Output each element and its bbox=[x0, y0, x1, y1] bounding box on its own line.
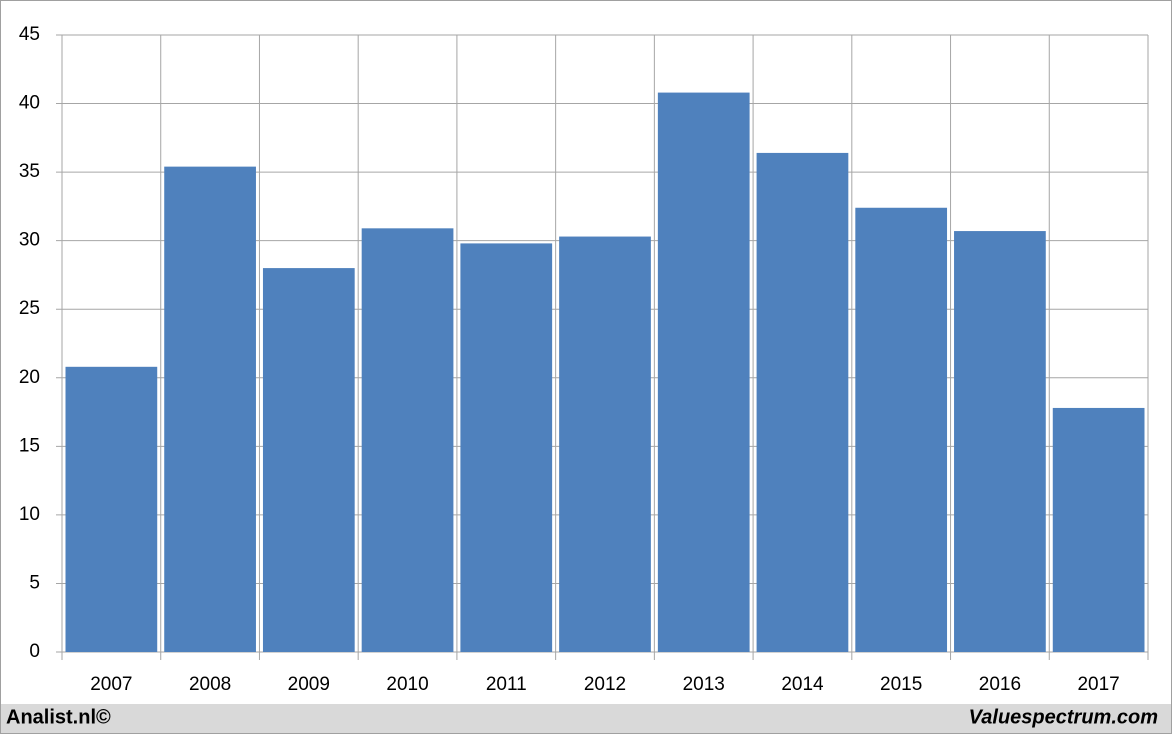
footer-bar bbox=[1, 704, 1171, 733]
bar bbox=[65, 366, 158, 652]
y-tick-label: 25 bbox=[19, 298, 40, 319]
x-tick-label: 2012 bbox=[584, 674, 626, 695]
bar bbox=[559, 236, 651, 652]
y-tick-label: 45 bbox=[19, 24, 40, 45]
y-tick-label: 35 bbox=[19, 161, 40, 182]
bar bbox=[262, 268, 355, 652]
x-tick-label: 2011 bbox=[486, 674, 527, 695]
bar bbox=[756, 152, 849, 652]
bar bbox=[361, 228, 454, 652]
x-tick-label: 2016 bbox=[979, 674, 1021, 695]
x-tick-label: 2013 bbox=[683, 674, 725, 695]
bar bbox=[657, 92, 750, 652]
x-tick-label: 2007 bbox=[90, 674, 132, 695]
bar bbox=[954, 231, 1046, 652]
y-tick-label: 20 bbox=[19, 367, 40, 388]
bar bbox=[855, 207, 948, 652]
y-tick-label: 0 bbox=[29, 641, 40, 662]
bar bbox=[164, 166, 256, 653]
x-tick-label: 2014 bbox=[781, 674, 824, 695]
y-tick-label: 30 bbox=[19, 230, 40, 251]
footer-left: Analist.nl© bbox=[6, 706, 111, 728]
x-tick-label: 2009 bbox=[288, 674, 330, 695]
bar bbox=[460, 243, 553, 653]
x-tick-label: 2008 bbox=[189, 674, 231, 695]
y-tick-label: 15 bbox=[19, 435, 40, 456]
bar bbox=[1052, 407, 1145, 652]
y-tick-label: 10 bbox=[19, 504, 40, 525]
x-tick-label: 2015 bbox=[880, 674, 922, 695]
footer-right: Valuespectrum.com bbox=[969, 706, 1158, 728]
y-tick-label: 5 bbox=[29, 572, 40, 593]
y-tick-label: 40 bbox=[19, 93, 40, 114]
x-tick-label: 2010 bbox=[386, 674, 428, 695]
x-tick-label: 2017 bbox=[1077, 674, 1119, 695]
